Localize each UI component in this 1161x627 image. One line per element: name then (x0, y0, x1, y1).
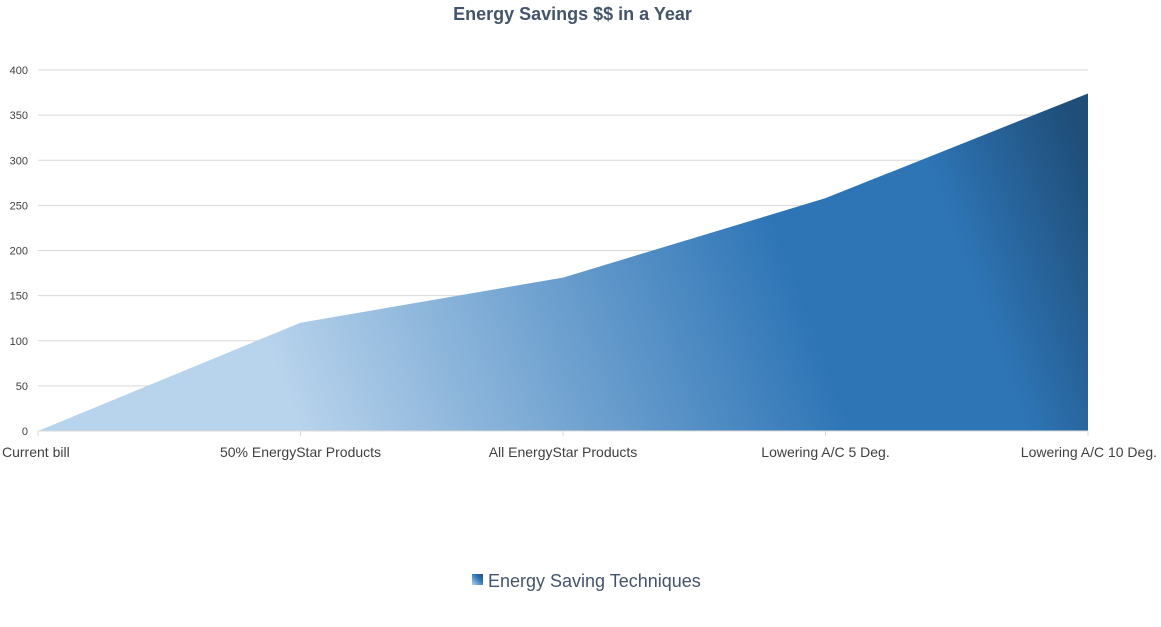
legend-swatch (472, 574, 483, 585)
y-tick-label-350: 350 (10, 110, 28, 122)
x-tick-label: Current bill (2, 444, 70, 460)
legend: Energy Saving Techniques (472, 571, 701, 591)
y-tick-label-250: 250 (10, 200, 28, 212)
y-tick-label-300: 300 (10, 155, 28, 167)
y-tick-label-400: 400 (10, 65, 28, 77)
x-tick-label: 50% EnergyStar Products (220, 444, 381, 460)
y-tick-label-200: 200 (10, 246, 28, 258)
y-tick-label-150: 150 (10, 291, 28, 303)
legend-label: Energy Saving Techniques (488, 571, 701, 591)
y-axis: 0 50 100 150 200 250 300 350 400 (10, 65, 28, 438)
x-axis: Current bill 50% EnergyStar Products All E… (2, 431, 1157, 460)
chart-title: Energy Savings $$ in a Year (453, 4, 692, 24)
y-tick-label-100: 100 (10, 336, 28, 348)
x-tick-label: All EnergyStar Products (489, 444, 638, 460)
y-tick-label-50: 50 (16, 381, 28, 393)
x-tick-label: Lowering A/C 5 Deg. (761, 444, 889, 460)
y-tick-label-0: 0 (22, 426, 28, 438)
series-area-energy-saving-techniques (38, 93, 1088, 431)
x-tick-label: Lowering A/C 10 Deg. (1021, 444, 1157, 460)
